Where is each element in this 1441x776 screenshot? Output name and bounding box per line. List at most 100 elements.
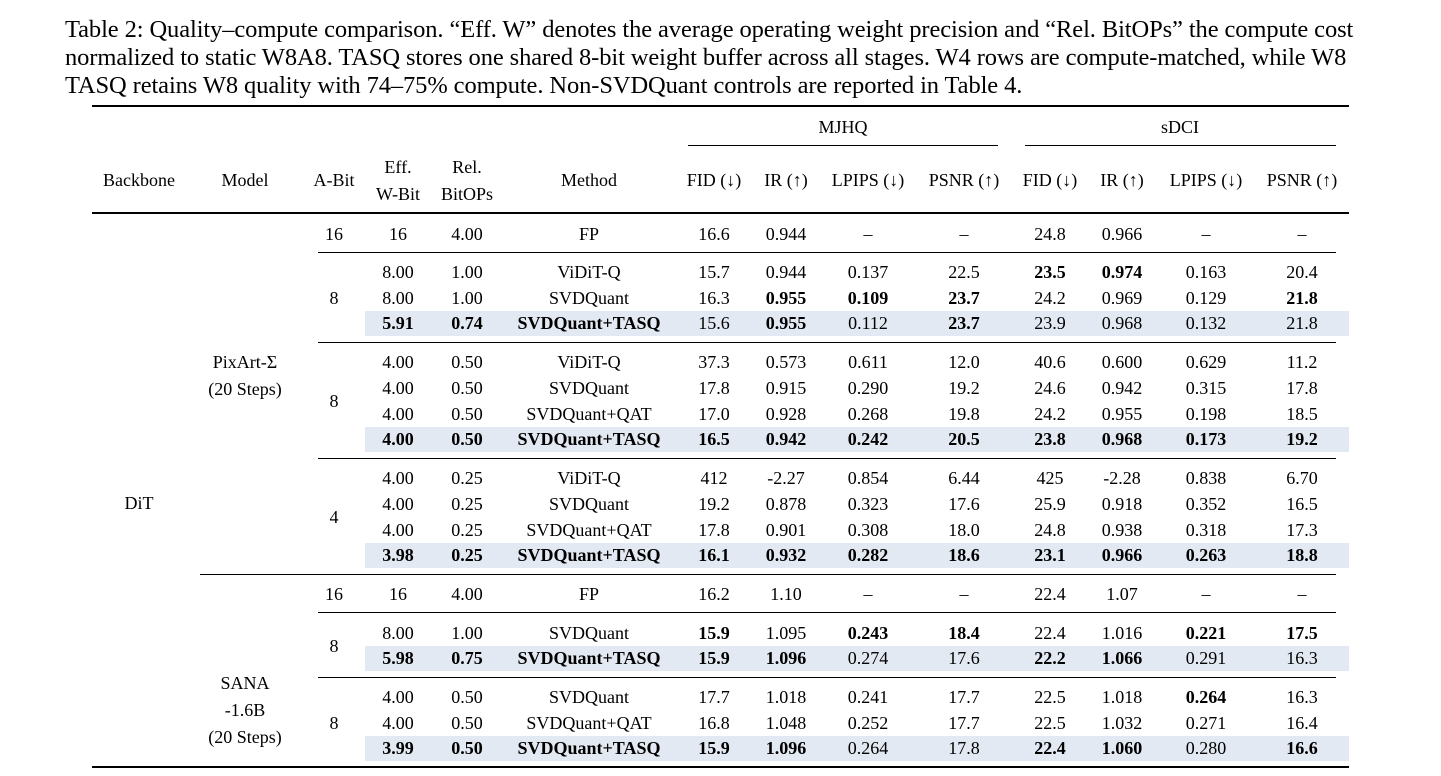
col-header-rel-bitops: Rel.	[452, 157, 482, 177]
row-highlight	[365, 736, 1349, 761]
cell-mjhq-ir: 0.928	[765, 404, 807, 424]
cell-rel-bitops: 0.50	[451, 713, 483, 733]
cell-sdci-fid: 22.2	[1034, 648, 1066, 668]
sdci-group-rule	[1025, 145, 1336, 146]
cell-rel-bitops: 0.50	[451, 404, 483, 424]
cell-sdci-fid: 23.9	[1034, 313, 1066, 333]
bottom-rule	[92, 766, 1349, 768]
cell-mjhq-psnr: 23.7	[948, 313, 980, 333]
col-header-rel-bitops: BitOPs	[440, 184, 494, 204]
cell-mjhq-fid: 16.6	[698, 224, 730, 244]
cell-mjhq-fid: 15.9	[698, 738, 730, 758]
cell-eff-wbit: 8.00	[382, 288, 414, 308]
cell-sdci-lpips: 0.352	[1185, 494, 1227, 514]
cell-sdci-ir: 1.018	[1101, 687, 1143, 707]
cell-sdci-ir: 1.016	[1101, 623, 1143, 643]
cell-mjhq-ir: 1.096	[765, 648, 807, 668]
abit-cell: 8	[329, 288, 339, 308]
cell-method: ViDiT-Q	[557, 262, 621, 282]
col-header-abit: A-Bit	[313, 170, 355, 190]
cell-sdci-psnr: 16.3	[1286, 648, 1318, 668]
cell-sdci-psnr: 18.5	[1286, 404, 1318, 424]
cell-mjhq-ir: 0.901	[765, 520, 807, 540]
cell-mjhq-lpips: 0.308	[847, 520, 889, 540]
cell-eff-wbit: 8.00	[382, 262, 414, 282]
cell-mjhq-lpips: 0.242	[847, 429, 889, 449]
cell-mjhq-psnr: 17.7	[948, 713, 980, 733]
cell-eff-wbit: 4.00	[382, 468, 414, 488]
cell-mjhq-psnr: 23.7	[948, 288, 980, 308]
cell-mjhq-fid: 17.8	[698, 378, 730, 398]
cell-mjhq-ir: 1.096	[765, 738, 807, 758]
cell-sdci-ir: 0.966	[1101, 224, 1143, 244]
cell-rel-bitops: 0.25	[451, 494, 483, 514]
table-caption: Table 2: Quality–compute comparison. “Ef…	[65, 16, 1354, 99]
cell-sdci-lpips: 0.280	[1185, 738, 1227, 758]
row-highlight	[365, 543, 1349, 568]
cell-method: SVDQuant	[549, 288, 629, 308]
cell-method: SVDQuant	[549, 623, 629, 643]
cell-mjhq-fid: 16.5	[698, 429, 730, 449]
cell-sdci-ir: 1.07	[1106, 584, 1138, 604]
cell-sdci-ir: 0.969	[1101, 288, 1143, 308]
group-header-mjhq: MJHQ	[818, 117, 868, 137]
col-header-mjhq-fid: FID (↓)	[686, 170, 742, 190]
row-highlight	[365, 427, 1349, 452]
cell-mjhq-ir: 0.915	[765, 378, 807, 398]
cell-method: FP	[578, 584, 600, 604]
cell-sdci-lpips: 0.132	[1185, 313, 1227, 333]
cell-mjhq-fid: 16.1	[698, 545, 730, 565]
cell-mjhq-lpips: 0.282	[847, 545, 889, 565]
cell-sdci-lpips: 0.221	[1185, 623, 1227, 643]
cell-mjhq-lpips: 0.268	[847, 404, 889, 424]
cell-mjhq-lpips: 0.323	[847, 494, 889, 514]
cell-sdci-lpips: 0.291	[1185, 648, 1227, 668]
cell-method: ViDiT-Q	[557, 468, 621, 488]
col-header-mjhq-ir: IR (↑)	[764, 170, 808, 190]
cell-mjhq-lpips: 0.109	[847, 288, 889, 308]
cell-eff-wbit: 16	[389, 224, 407, 244]
abit-cell: 4	[329, 507, 339, 527]
abit-cell: 8	[329, 391, 339, 411]
cell-rel-bitops: 1.00	[451, 262, 483, 282]
cell-rel-bitops: 4.00	[451, 584, 483, 604]
cell-sdci-ir: 0.918	[1101, 494, 1143, 514]
cell-mjhq-psnr: 17.7	[948, 687, 980, 707]
cell-mjhq-fid: 17.7	[698, 687, 730, 707]
model-cell-sana: (20 Steps)	[208, 727, 282, 747]
cell-sdci-fid: 40.6	[1034, 352, 1066, 372]
cell-rel-bitops: 4.00	[451, 224, 483, 244]
cell-mjhq-ir: 0.573	[765, 352, 807, 372]
cell-eff-wbit: 4.00	[382, 520, 414, 540]
cell-method: SVDQuant	[549, 378, 629, 398]
cell-method: SVDQuant+TASQ	[517, 313, 661, 333]
cell-rel-bitops: 0.50	[451, 738, 483, 758]
cell-sdci-fid: 24.2	[1034, 404, 1066, 424]
cell-method: SVDQuant	[549, 687, 629, 707]
cell-eff-wbit: 5.91	[382, 313, 414, 333]
cell-sdci-ir: 0.968	[1101, 429, 1143, 449]
cell-mjhq-lpips: 0.611	[848, 352, 888, 372]
cell-rel-bitops: 0.25	[451, 468, 483, 488]
cell-sdci-psnr: –	[1297, 224, 1307, 244]
col-header-mjhq-lpips: LPIPS (↓)	[831, 170, 905, 190]
col-header-sdci-ir: IR (↑)	[1100, 170, 1144, 190]
cell-sdci-lpips: 0.318	[1185, 520, 1227, 540]
header-rule	[92, 212, 1349, 214]
cell-sdci-ir: 1.032	[1101, 713, 1143, 733]
cell-method: SVDQuant+QAT	[526, 520, 652, 540]
cell-mjhq-ir: 0.944	[765, 262, 807, 282]
cell-mjhq-psnr: 22.5	[948, 262, 980, 282]
cell-sdci-fid: 22.5	[1034, 687, 1066, 707]
cell-mjhq-ir: 0.942	[765, 429, 807, 449]
abit-cell: 16	[325, 224, 343, 244]
cell-sdci-psnr: 17.5	[1286, 623, 1318, 643]
col-header-eff-wbit: W-Bit	[376, 184, 420, 204]
cell-sdci-lpips: 0.629	[1185, 352, 1227, 372]
cell-mjhq-ir: -2.27	[767, 468, 805, 488]
cell-eff-wbit: 4.00	[382, 687, 414, 707]
cell-sdci-psnr: 19.2	[1286, 429, 1318, 449]
cell-eff-wbit: 16	[389, 584, 407, 604]
cell-mjhq-fid: 412	[700, 468, 728, 488]
cell-sdci-lpips: –	[1201, 224, 1211, 244]
